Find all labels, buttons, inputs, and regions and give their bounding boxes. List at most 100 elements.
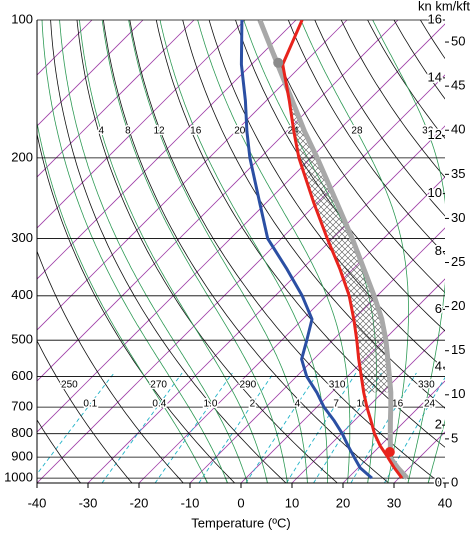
isotherm — [37, 20, 297, 280]
moist-adiabat-label: 12 — [153, 126, 165, 137]
moist-adiabat — [128, 20, 308, 483]
moist-adiabat — [41, 20, 228, 483]
profile-line — [281, 20, 404, 480]
isotherm — [291, 329, 445, 483]
kft-tick-label: 25 — [451, 254, 465, 269]
isotherm — [37, 23, 445, 433]
kft-tick-label: 10 — [451, 386, 465, 401]
kft-tick-label: 0 — [451, 474, 458, 489]
km-tick-label: 8 — [435, 243, 442, 258]
mixing-ratio-line — [286, 372, 357, 483]
mixing-ratio-line — [245, 372, 319, 483]
isotherm — [37, 74, 445, 483]
right-axis-title: kn km/kft — [418, 0, 470, 13]
mixing-ratio-line — [154, 372, 233, 483]
km-tick-label: 4 — [435, 359, 442, 374]
mixing-ratio-line — [101, 372, 183, 483]
y-tick-label: 100 — [11, 11, 33, 26]
isotherm — [138, 176, 445, 483]
cape-area — [277, 64, 391, 393]
moist-adiabat — [197, 20, 351, 483]
x-tick-label: 40 — [438, 495, 452, 510]
mixing-ratio-line — [37, 372, 115, 475]
kft-tick-label: 15 — [451, 342, 465, 357]
moist-adiabat — [159, 20, 328, 483]
moist-adiabat — [101, 20, 288, 483]
dry-adiabat — [37, 131, 235, 483]
km-tick-label: 10 — [428, 185, 442, 200]
km-tick-label: 16 — [428, 11, 442, 26]
dry-adiabat-label: 290 — [240, 380, 257, 391]
moist-adiabat-label: 32 — [422, 126, 434, 137]
mixing-ratio-line — [350, 372, 417, 483]
moist-adiabat — [372, 20, 445, 483]
kft-tick-label: 20 — [451, 298, 465, 313]
mixing-ratio-label: 0.1 — [83, 399, 97, 410]
isotherm — [342, 380, 445, 483]
mixing-ratio-label: 4 — [295, 399, 301, 410]
x-tick-label: 0 — [237, 495, 244, 510]
mixing-ratio-label: 2 — [250, 399, 256, 410]
x-tick-label: -20 — [130, 495, 149, 510]
y-tick-label: 400 — [11, 287, 33, 302]
km-tick-label: 12 — [428, 127, 442, 142]
moist-adiabat-label: 16 — [190, 126, 202, 137]
dry-adiabat-label: 250 — [61, 380, 78, 391]
moist-adiabat-label: 28 — [351, 126, 363, 137]
y-tick-label: 300 — [11, 230, 33, 245]
isotherm — [37, 20, 348, 331]
mixing-ratio-label: 1.0 — [204, 399, 218, 410]
mixing-ratio-label: 24 — [424, 399, 436, 410]
kft-tick-label: 30 — [451, 210, 465, 225]
dry-adiabat — [235, 20, 445, 332]
y-tick-label: 900 — [11, 449, 33, 464]
kft-tick-label: 45 — [451, 78, 465, 93]
mixing-ratio-line — [198, 372, 274, 483]
dry-adiabat — [340, 20, 445, 178]
dry-adiabat-label: 330 — [418, 380, 435, 391]
isotherm — [37, 20, 144, 127]
isotherm — [87, 125, 445, 483]
profile-line — [239, 20, 373, 480]
mixing-ratio-label: 16 — [392, 399, 404, 410]
profile-line — [257, 20, 409, 480]
moist-adiabat — [300, 20, 409, 483]
isotherm — [37, 20, 195, 178]
mixing-ratio-label: 0.4 — [152, 399, 166, 410]
dry-adiabat — [50, 20, 287, 483]
isotherm — [189, 227, 445, 483]
moist-adiabat-label: 4 — [98, 126, 104, 137]
moist-adiabat — [79, 20, 268, 483]
y-tick-label: 800 — [11, 425, 33, 440]
km-tick-label: 6 — [435, 301, 442, 316]
moist-adiabat-label: 8 — [125, 126, 131, 137]
x-axis-title: Temperature (ºC) — [191, 515, 290, 530]
kft-tick-label: 40 — [451, 122, 465, 137]
x-tick-label: -30 — [79, 495, 98, 510]
dry-adiabat — [314, 20, 445, 217]
km-tick-label: 2 — [435, 417, 442, 432]
dry-adiabat — [155, 20, 445, 448]
dry-adiabat — [261, 20, 445, 294]
x-tick-label: 30 — [387, 495, 401, 510]
dry-adiabat-label: 270 — [150, 380, 167, 391]
kft-tick-label: 35 — [451, 166, 465, 181]
y-tick-label: 1000 — [4, 470, 33, 485]
moist-adiabat — [37, 120, 208, 483]
el-marker — [273, 57, 284, 68]
y-tick-label: 200 — [11, 149, 33, 164]
dry-adiabat — [103, 20, 390, 483]
dry-adiabat — [76, 20, 338, 483]
x-tick-label: 10 — [285, 495, 299, 510]
mixing-ratio-label: 7 — [333, 399, 339, 410]
y-tick-label: 700 — [11, 399, 33, 414]
dry-adiabat — [367, 20, 445, 140]
km-tick-label: 0 — [435, 474, 442, 489]
y-tick-label: 600 — [11, 368, 33, 383]
lcl-marker — [384, 446, 395, 457]
dry-adiabat — [393, 20, 445, 100]
dry-adiabat — [37, 339, 133, 483]
x-tick-label: -40 — [28, 495, 47, 510]
